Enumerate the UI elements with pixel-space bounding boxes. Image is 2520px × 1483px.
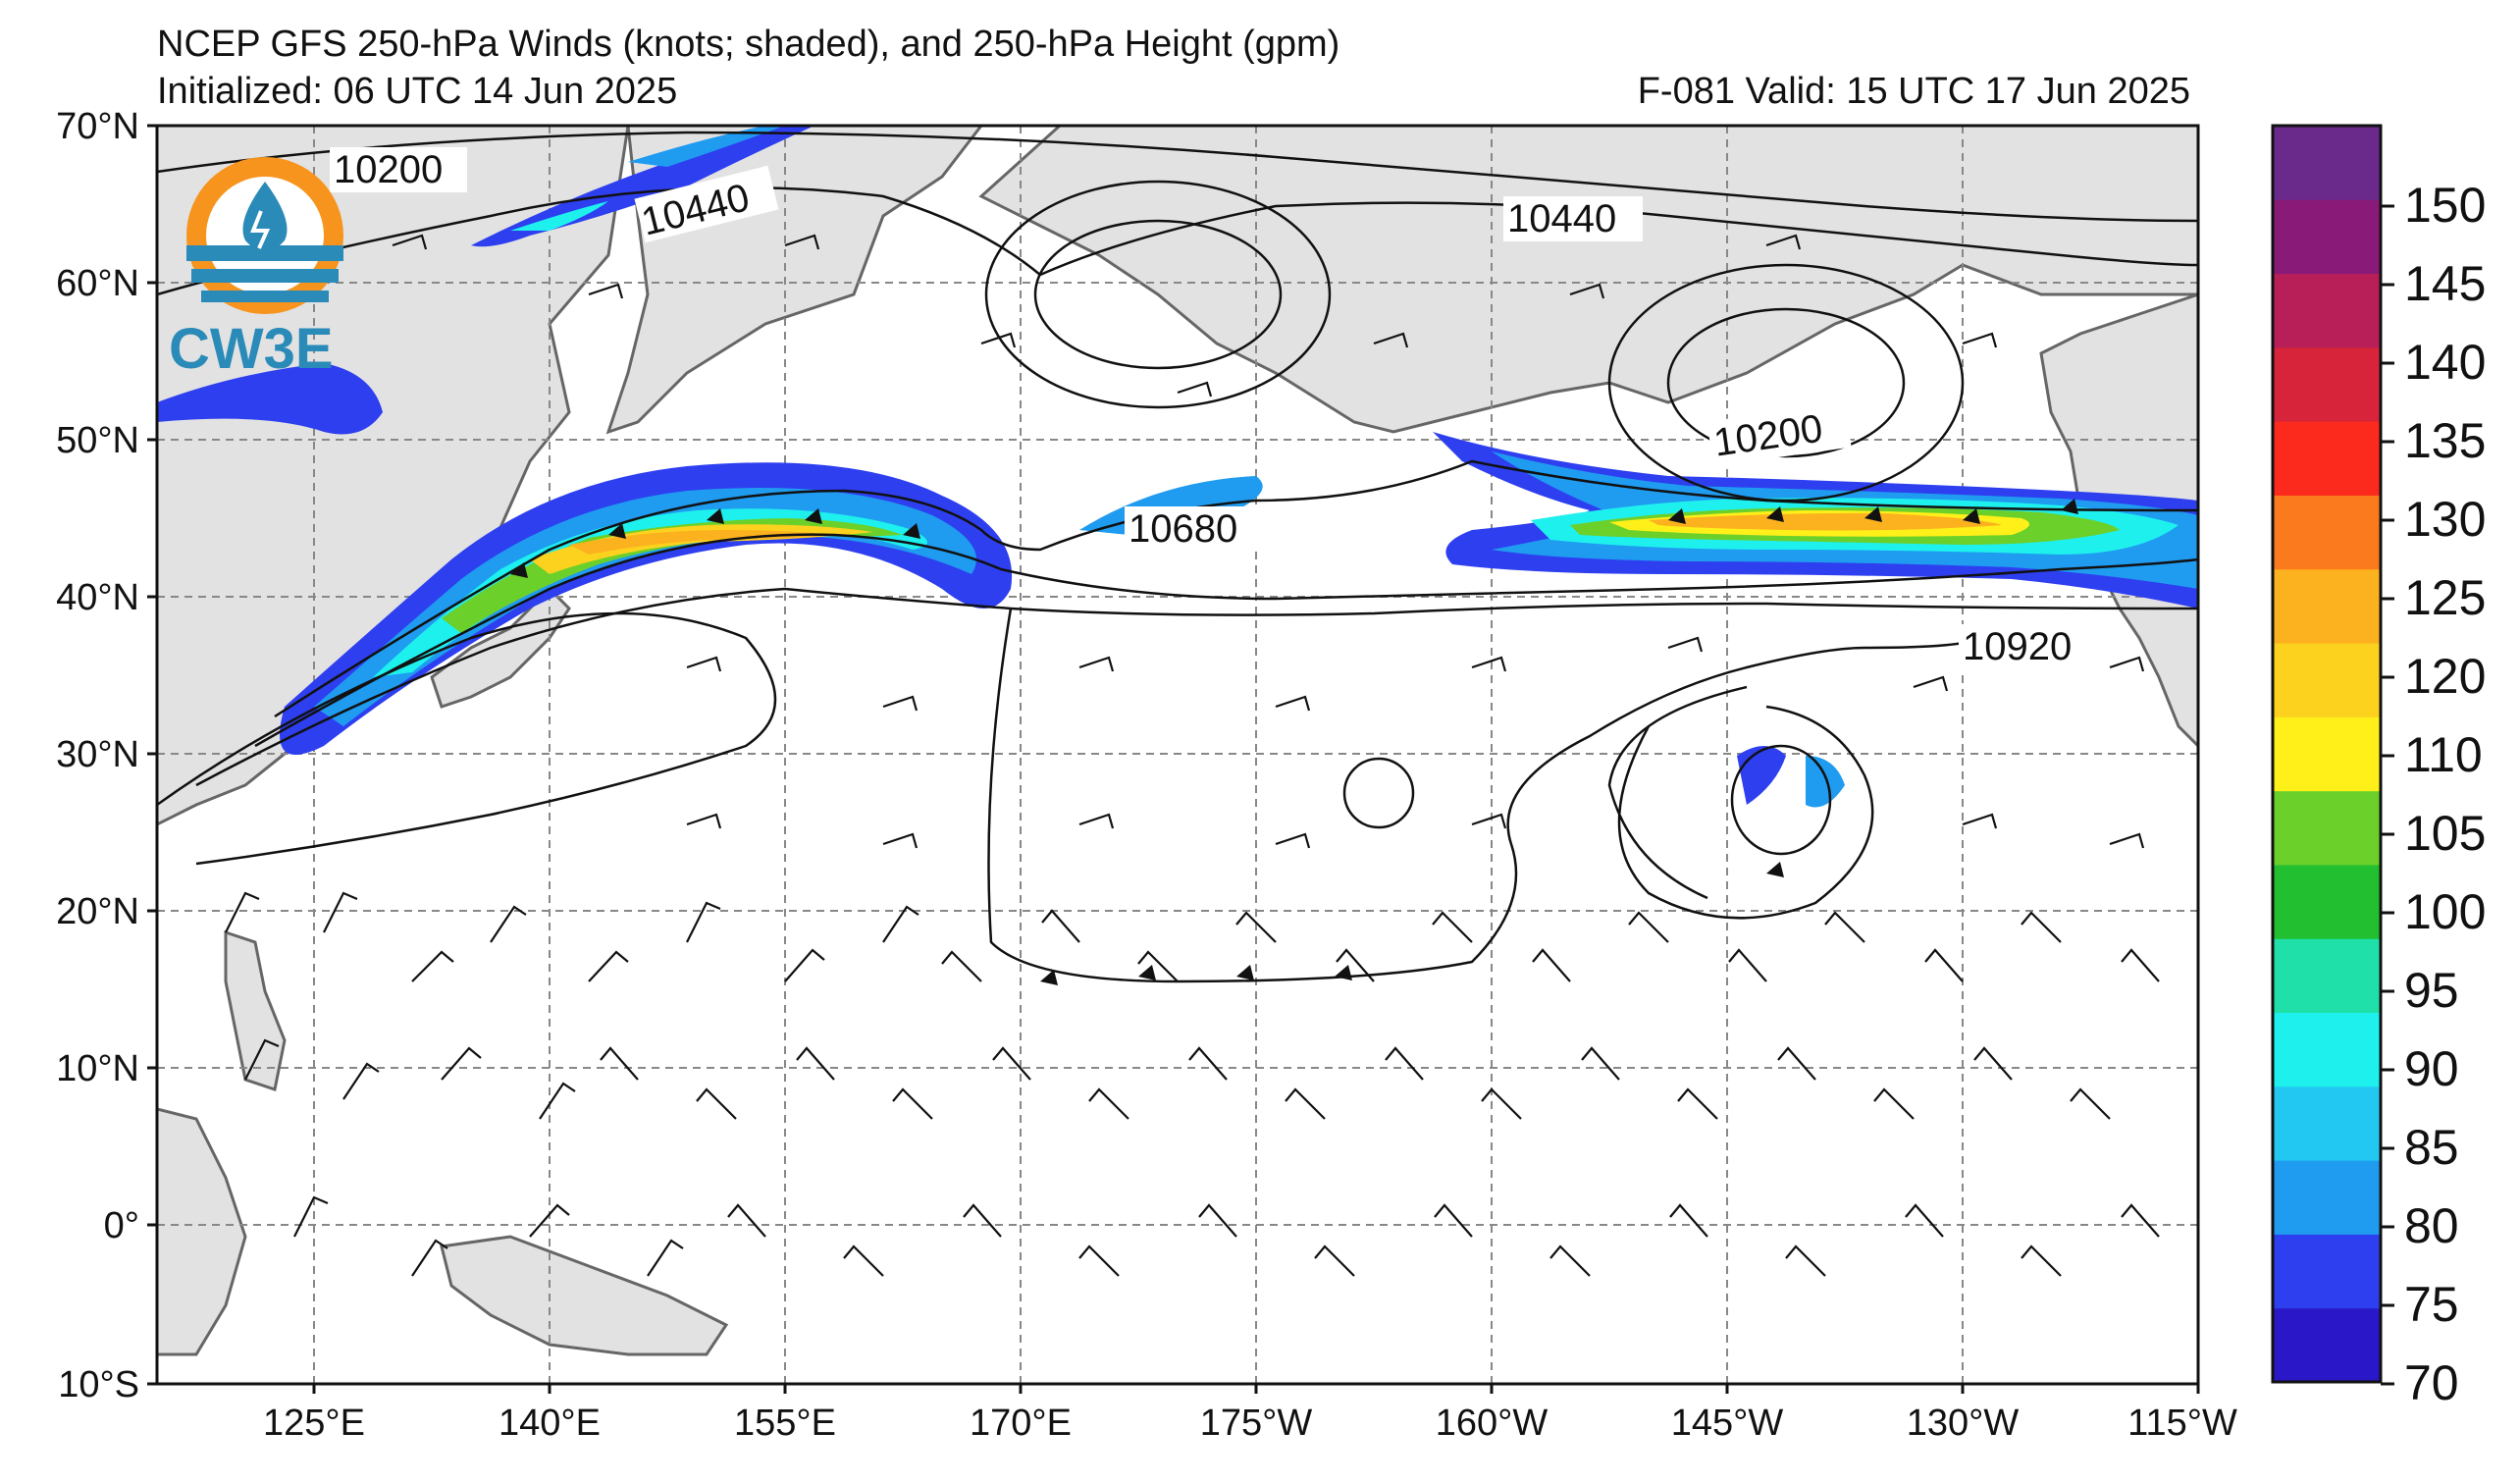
lat-label: 0° <box>104 1205 139 1246</box>
contour-label: 10920 <box>1963 625 2072 668</box>
colorbar-segment <box>2273 1012 2381 1087</box>
lon-label: 160°W <box>1436 1403 1549 1444</box>
colorbar-label: 110 <box>2404 727 2483 782</box>
colorbar-segment <box>2273 568 2381 644</box>
colorbar-segment <box>2273 273 2381 348</box>
contour-label: 10440 <box>1507 197 1616 240</box>
jet-flags <box>510 499 2078 985</box>
colorbar-segment <box>2273 1160 2381 1235</box>
colorbar-segment <box>2273 495 2381 570</box>
colorbar-segment <box>2273 1234 2381 1309</box>
logo-text: CW3E <box>169 317 334 381</box>
lat-label: 10°S <box>58 1364 139 1405</box>
lat-label: 50°N <box>56 420 139 461</box>
map-title: NCEP GFS 250-hPa Winds (knots; shaded), … <box>157 24 1340 65</box>
colorbar-segment <box>2273 1307 2381 1383</box>
lon-label: 175°W <box>1200 1403 1313 1444</box>
colorbar-label: 85 <box>2404 1120 2459 1175</box>
lon-label: 140°E <box>499 1403 601 1444</box>
colorbar-label: 80 <box>2404 1198 2459 1253</box>
colorbar-label: 105 <box>2404 806 2486 861</box>
lon-label: 115°W <box>2127 1403 2237 1444</box>
colorbar-segment <box>2273 716 2381 792</box>
colorbar-label: 100 <box>2404 884 2486 939</box>
initialized-time: Initialized: 06 UTC 14 Jun 2025 <box>157 71 678 112</box>
height-contours <box>157 131 2198 983</box>
colorbar-label: 95 <box>2404 963 2459 1018</box>
contour-label: 10680 <box>1129 507 1237 551</box>
map-area: 10200 10440 10440 10200 10680 10920 <box>147 124 2200 1394</box>
colorbar-label: 125 <box>2404 570 2486 625</box>
cw3e-logo: CW3E <box>169 157 343 381</box>
lat-label: 70°N <box>56 106 139 147</box>
colorbar-segment <box>2273 1086 2381 1161</box>
colorbar-segment <box>2273 346 2381 422</box>
colorbar-label: 140 <box>2404 335 2486 390</box>
colorbar-label: 70 <box>2404 1355 2459 1410</box>
lon-label: 170°E <box>970 1403 1072 1444</box>
colorbar: 70 75 80 85 90 95 100 105 110 120 125 13… <box>2271 124 2486 1410</box>
colorbar-segment <box>2273 199 2381 275</box>
colorbar-segment <box>2273 126 2381 200</box>
colorbar-label: 145 <box>2404 256 2486 311</box>
colorbar-segment <box>2273 643 2381 717</box>
lat-label: 30°N <box>56 734 139 775</box>
lat-label: 10°N <box>56 1048 139 1089</box>
colorbar-segments <box>2273 126 2381 1383</box>
colorbar-label: 120 <box>2404 649 2486 704</box>
colorbar-segment <box>2273 790 2381 866</box>
colorbar-segment <box>2273 938 2381 1014</box>
colorbar-label: 130 <box>2404 492 2486 547</box>
longitude-labels: 125°E 140°E 155°E 170°E 175°W 160°W 145°… <box>263 1403 2237 1444</box>
colorbar-labels: 70 75 80 85 90 95 100 105 110 120 125 13… <box>2404 178 2486 1410</box>
graticule <box>157 126 2198 1384</box>
water-drop-circle-icon <box>242 182 288 252</box>
valid-time: F-081 Valid: 15 UTC 17 Jun 2025 <box>1637 71 2190 112</box>
lat-label: 60°N <box>56 263 139 304</box>
lon-label: 125°E <box>263 1403 365 1444</box>
lon-label: 155°E <box>734 1403 836 1444</box>
latitude-labels: 70°N 60°N 50°N 40°N 30°N 20°N 10°N 0° 10… <box>56 106 139 1405</box>
lat-label: 40°N <box>56 577 139 618</box>
lat-label: 20°N <box>56 891 139 932</box>
lon-label: 145°W <box>1671 1403 1784 1444</box>
contour-label: 10200 <box>334 148 443 191</box>
colorbar-label: 90 <box>2404 1041 2459 1096</box>
colorbar-label: 135 <box>2404 413 2486 468</box>
colorbar-segment <box>2273 864 2381 939</box>
wind-barbs <box>225 234 2160 1277</box>
lon-label: 130°W <box>1907 1403 2020 1444</box>
colorbar-segment <box>2273 421 2381 496</box>
colorbar-label: 150 <box>2404 178 2486 233</box>
colorbar-label: 75 <box>2404 1277 2459 1332</box>
